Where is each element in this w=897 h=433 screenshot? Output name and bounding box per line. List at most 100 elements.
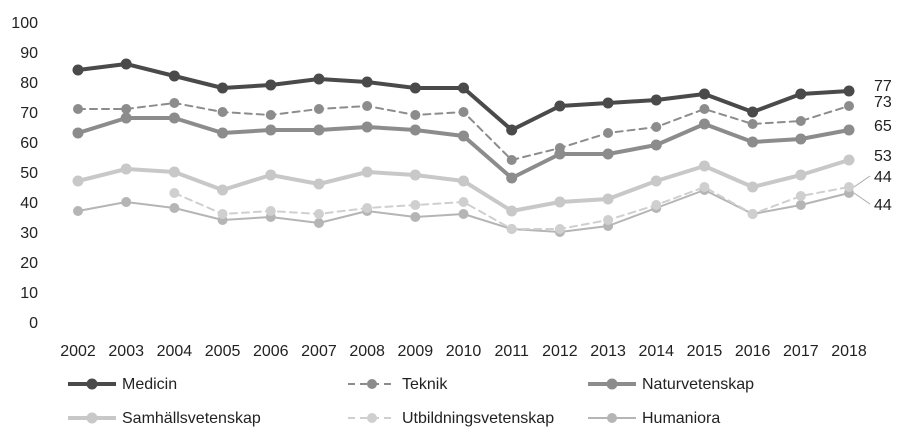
data-point <box>409 169 421 181</box>
series-line <box>76 116 851 180</box>
data-point <box>409 124 421 136</box>
data-point <box>554 143 565 153</box>
data-point <box>361 121 373 133</box>
data-point <box>698 88 710 100</box>
data-point <box>650 139 662 151</box>
data-point <box>603 128 614 138</box>
data-point <box>844 101 854 111</box>
y-tick-label: 40 <box>20 195 38 212</box>
end-value-label: 44 <box>874 169 892 186</box>
data-point <box>844 182 854 192</box>
data-point <box>747 136 759 148</box>
data-point <box>458 209 469 219</box>
y-tick-label: 30 <box>20 225 38 242</box>
data-point <box>120 58 132 70</box>
y-tick-label: 0 <box>29 315 38 332</box>
data-point <box>169 188 180 198</box>
y-tick-label: 50 <box>20 165 38 182</box>
x-tick-label: 2017 <box>783 343 819 360</box>
legend-swatch-marker <box>607 413 617 423</box>
x-tick-label: 2007 <box>301 343 337 360</box>
x-axis: 2002 2003 2004 2005 2006 2007 2008 2009 2010 2011… <box>60 343 867 360</box>
data-point <box>73 104 83 114</box>
x-tick-label: 2005 <box>205 343 241 360</box>
data-point <box>120 163 132 175</box>
data-point <box>169 203 180 213</box>
y-tick-label: 70 <box>20 105 38 122</box>
x-tick-label: 2003 <box>108 343 144 360</box>
data-point <box>313 124 325 136</box>
data-point <box>217 209 228 219</box>
data-point <box>72 175 84 187</box>
legend-item: Humaniora <box>588 410 720 427</box>
legend-item: Medicin <box>68 376 177 393</box>
data-point <box>602 148 614 160</box>
data-point <box>265 169 277 181</box>
legend-label: Teknik <box>402 376 448 393</box>
data-point <box>458 107 469 117</box>
data-point <box>554 196 566 208</box>
data-point <box>168 70 180 82</box>
legend-label: Medicin <box>122 376 177 393</box>
data-point <box>506 172 518 184</box>
data-point <box>410 110 421 120</box>
x-tick-label: 2009 <box>398 343 434 360</box>
data-point <box>699 182 710 192</box>
data-point <box>265 124 277 136</box>
data-point <box>265 206 276 216</box>
series-teknik <box>73 98 854 165</box>
end-label-leader <box>853 192 871 205</box>
legend-label: Utbildningsvetenskap <box>402 410 554 427</box>
series-naturvetenskap <box>72 112 855 184</box>
data-point <box>602 97 614 109</box>
y-axis: 0 10 20 30 40 50 60 70 80 90 100 <box>11 15 38 332</box>
x-tick-label: 2015 <box>687 343 723 360</box>
end-value-label: 65 <box>874 118 892 135</box>
data-point <box>121 197 132 207</box>
data-point <box>361 76 373 88</box>
data-point <box>458 130 469 142</box>
data-point <box>843 85 855 97</box>
data-point <box>217 127 229 139</box>
x-tick-label: 2010 <box>446 343 482 360</box>
series-lines <box>72 58 855 237</box>
data-point <box>650 94 662 106</box>
series-samhällsvetenskap <box>72 154 855 217</box>
data-point <box>843 154 855 166</box>
data-point <box>602 193 614 205</box>
data-point <box>795 133 807 145</box>
data-point <box>747 209 758 219</box>
data-point <box>362 203 373 213</box>
data-point <box>217 107 228 117</box>
x-tick-label: 2008 <box>349 343 385 360</box>
series-utbildningsvetenskap <box>169 182 854 234</box>
legend-swatch-marker <box>367 379 377 389</box>
data-point <box>795 191 806 201</box>
x-tick-label: 2012 <box>542 343 578 360</box>
data-point <box>506 124 518 136</box>
data-point <box>313 209 324 219</box>
legend-label: Naturvetenskap <box>642 376 754 393</box>
data-point <box>506 224 517 234</box>
data-point <box>651 122 662 132</box>
legend-item: Utbildningsvetenskap <box>348 410 554 427</box>
data-point <box>795 200 806 210</box>
legend-swatch-marker <box>606 378 618 390</box>
end-value-label: 53 <box>874 148 892 165</box>
end-value-label: 77 <box>874 78 892 95</box>
data-point <box>747 181 759 193</box>
data-point <box>651 200 662 210</box>
data-point <box>168 166 180 178</box>
data-point <box>361 166 373 178</box>
x-tick-label: 2011 <box>494 343 529 360</box>
data-point <box>458 82 469 94</box>
end-value-label: 44 <box>874 197 892 214</box>
y-tick-label: 100 <box>11 15 38 32</box>
data-point <box>217 82 229 94</box>
legend-swatch-marker <box>86 412 98 424</box>
legend-swatch-marker <box>86 378 98 390</box>
data-point <box>73 206 83 216</box>
data-point <box>362 101 373 111</box>
legend-label: Humaniora <box>642 410 720 427</box>
